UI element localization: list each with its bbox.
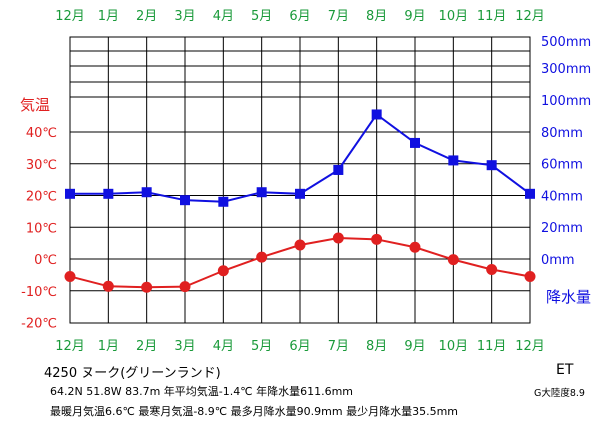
precipitation-point	[448, 155, 459, 166]
chart-grid	[69, 36, 531, 324]
precipitation-tick-label: 0mm	[541, 253, 575, 268]
precipitation-point	[65, 188, 75, 199]
month-label: 12月	[515, 9, 545, 24]
precipitation-series	[65, 109, 535, 207]
temperature-tick-label: 40℃	[26, 126, 57, 141]
month-label: 3月	[174, 9, 195, 24]
temperature-point	[179, 281, 191, 293]
month-label: 10月	[439, 339, 469, 354]
precipitation-point	[410, 137, 420, 148]
month-label: 8月	[366, 339, 387, 354]
month-label: 12月	[55, 9, 85, 24]
precipitation-point	[295, 188, 305, 199]
temperature-point	[141, 281, 153, 293]
month-label: 7月	[328, 9, 349, 24]
precipitation-point	[525, 188, 535, 199]
temperature-point	[371, 233, 383, 245]
month-label: 12月	[515, 339, 545, 354]
precipitation-tick-label: 20mm	[541, 221, 583, 236]
temperature-point	[64, 270, 76, 282]
temperature-tick-label: 30℃	[26, 158, 57, 173]
month-label: 4月	[213, 339, 234, 354]
month-label: 5月	[251, 9, 272, 24]
temperature-axis-ticks: 40℃ 30℃ 20℃ 10℃ 0℃ -10℃ -20℃	[21, 126, 57, 332]
temperature-tick-label: -10℃	[21, 285, 57, 300]
month-label: 12月	[55, 339, 85, 354]
temperature-axis-title: 気温	[20, 96, 50, 114]
continentality-index: G大陸度8.9	[534, 388, 585, 399]
precipitation-axis-title: 降水量	[546, 288, 591, 306]
precipitation-point	[486, 160, 497, 171]
temperature-point	[409, 241, 421, 253]
station-header: 4250 ヌーク(グリーンランド)	[44, 366, 221, 381]
precipitation-point	[256, 187, 267, 198]
month-label: 2月	[136, 9, 157, 24]
temperature-point	[486, 263, 498, 275]
month-label: 1月	[98, 339, 119, 354]
temperature-series	[64, 232, 536, 293]
precipitation-tick-label: 80mm	[541, 126, 583, 141]
temperature-tick-label: 20℃	[26, 190, 57, 205]
top-month-labels: 12月 1月 2月 3月 4月 5月 6月 7月 8月 9月 10月 11月 12月	[55, 9, 545, 24]
month-label: 1月	[98, 9, 119, 24]
temperature-point	[256, 251, 268, 263]
month-label: 11月	[477, 9, 507, 24]
koppen-climate-code: ET	[556, 362, 574, 378]
station-stats-line2: 最暖月気温6.6℃ 最寒月気温-8.9℃ 最多月降水量90.9mm 最少月降水量…	[50, 405, 458, 418]
month-label: 4月	[213, 9, 234, 24]
month-label: 2月	[136, 339, 157, 354]
month-label: 6月	[289, 339, 310, 354]
month-label: 9月	[404, 9, 425, 24]
precipitation-tick-label: 300mm	[541, 62, 591, 77]
month-label: 10月	[439, 9, 469, 24]
precipitation-tick-label: 60mm	[541, 158, 583, 173]
precipitation-tick-label: 500mm	[541, 35, 591, 50]
month-label: 3月	[174, 339, 195, 354]
temperature-point	[524, 270, 536, 282]
temperature-point	[102, 280, 114, 292]
bottom-month-labels: 12月 1月 2月 3月 4月 5月 6月 7月 8月 9月 10月 11月 12月	[55, 339, 545, 354]
month-label: 9月	[404, 339, 425, 354]
temperature-tick-label: 0℃	[34, 253, 57, 268]
temperature-point	[217, 265, 229, 277]
precipitation-point	[141, 187, 152, 198]
precipitation-tick-label: 100mm	[541, 94, 591, 109]
month-label: 11月	[477, 339, 507, 354]
precipitation-point	[371, 109, 382, 120]
temperature-tick-label: 10℃	[26, 221, 57, 236]
temperature-point	[447, 254, 459, 266]
month-label: 7月	[328, 339, 349, 354]
station-stats-line1: 64.2N 51.8W 83.7m 年平均気温-1.4℃ 年降水量611.6mm	[50, 385, 354, 398]
temperature-point	[332, 232, 344, 244]
month-label: 6月	[289, 9, 310, 24]
climate-chart: 12月 1月 2月 3月 4月 5月 6月 7月 8月 9月 10月 11月 12月 12月 1月 2月 3月…	[20, 9, 591, 354]
month-label: 8月	[366, 9, 387, 24]
month-label: 5月	[251, 339, 272, 354]
precipitation-point	[180, 195, 190, 206]
precipitation-point	[333, 164, 344, 175]
temperature-tick-label: -20℃	[21, 317, 57, 332]
precipitation-axis-ticks: 0mm 20mm 40mm 60mm 80mm 100mm 300mm 500mm	[541, 35, 591, 268]
precipitation-point	[103, 188, 114, 199]
precipitation-tick-label: 40mm	[541, 189, 583, 204]
precipitation-point	[218, 196, 229, 207]
temperature-point	[294, 239, 306, 251]
